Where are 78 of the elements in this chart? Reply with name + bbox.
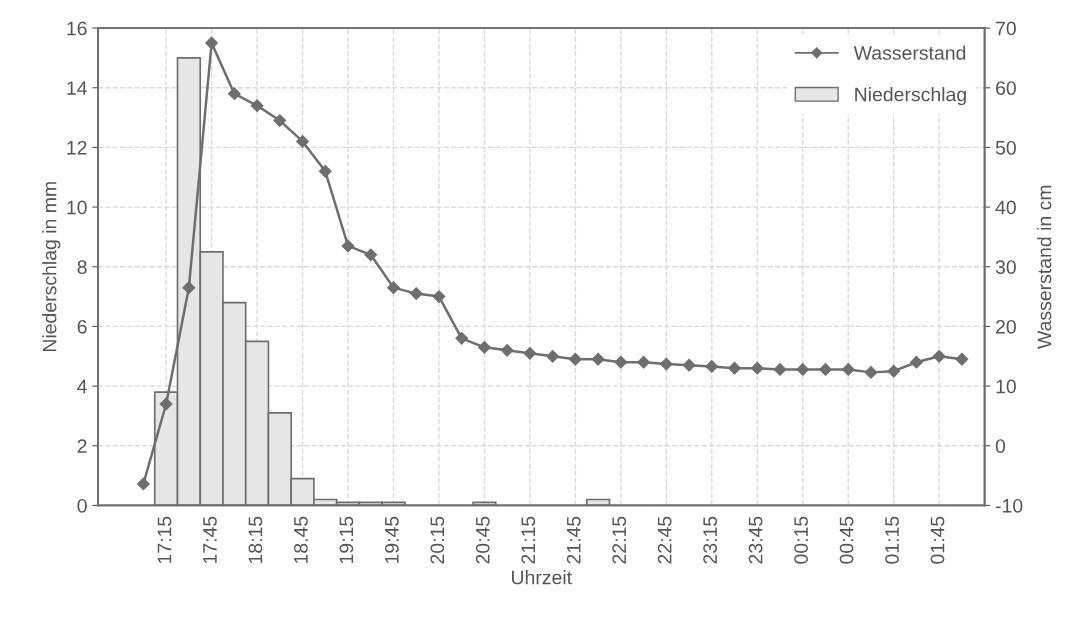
x-tick-label: 23:15 [703, 516, 718, 564]
x-tick-label: 17:15 [157, 516, 172, 564]
y2-tick-label: 50 [995, 140, 1016, 155]
point [750, 361, 764, 375]
x-tick-label: 22:45 [657, 516, 672, 564]
y2-tick-label: 10 [996, 379, 1016, 394]
point [455, 331, 469, 345]
y-tick-label: 16 [67, 21, 87, 36]
point [591, 352, 605, 366]
point [296, 135, 309, 148]
point [432, 290, 446, 304]
x-tick-label: 00:45 [839, 516, 854, 564]
point [227, 87, 241, 101]
point [659, 357, 673, 371]
point [409, 287, 423, 301]
legend-label: Niederschlag [855, 87, 966, 106]
y-tick-label: 14 [67, 81, 87, 95]
point [682, 358, 696, 372]
x-tick-label: 21:45 [566, 516, 581, 564]
point [364, 248, 378, 262]
y2-tick-label: 70 [996, 21, 1016, 36]
y-tick-label: 12 [67, 140, 87, 155]
point [728, 361, 741, 375]
point [796, 362, 810, 376]
x-tick-label: 01:15 [885, 516, 899, 564]
y-tick-label: 2 [77, 439, 87, 453]
y-tick-label: 6 [77, 319, 87, 334]
x-tick-label: 18.45 [294, 516, 308, 564]
point [773, 362, 787, 376]
point [932, 349, 946, 363]
x-tick-label: 00:15 [794, 516, 808, 564]
y-tick-label: 10 [67, 200, 87, 215]
x-tick-label: 01:45 [930, 516, 945, 564]
y-tick-label: 0 [77, 498, 87, 513]
point [273, 114, 287, 127]
point [182, 281, 196, 295]
point [159, 397, 173, 411]
x-tick-label: 22:15 [612, 516, 627, 564]
point [841, 362, 855, 376]
x-tick-label: 21:15 [521, 516, 536, 564]
y-axis-title: Niederschlag in mm [42, 182, 61, 352]
point [546, 349, 560, 363]
y2-tick-label: 0 [995, 439, 1006, 454]
point [910, 355, 923, 369]
x-axis-title: Uhrzeit [511, 570, 572, 585]
point [955, 352, 969, 366]
point [341, 239, 355, 253]
x-tick-label: 20:15 [430, 516, 445, 564]
y2-tick-label: 40 [995, 200, 1016, 215]
y2-tick-label: 20 [996, 319, 1016, 334]
x-tick-label: 19:15 [339, 516, 354, 564]
y-tick-label: 8 [77, 260, 87, 274]
y2-tick-label: 30 [995, 260, 1016, 274]
point [205, 36, 219, 50]
point [705, 360, 719, 373]
point [523, 346, 537, 360]
point [500, 343, 514, 357]
x-tick-label: 17:45 [203, 516, 217, 564]
point [318, 164, 332, 178]
y2-axis-title: Wasserstand in cm [1037, 185, 1052, 349]
point [864, 365, 878, 379]
y2-tick-label: -10 [995, 498, 1023, 513]
point [819, 362, 832, 376]
legend-label: Wasserstand [853, 45, 966, 60]
x-tick-label: 18:15 [248, 516, 263, 564]
x-tick-label: 20:45 [475, 516, 490, 564]
x-tick-label: 19:45 [384, 516, 399, 564]
point [478, 340, 491, 354]
point [250, 99, 264, 113]
point [637, 355, 651, 369]
point [614, 355, 628, 369]
point [387, 281, 400, 295]
y2-tick-label: 60 [996, 81, 1016, 95]
point [887, 364, 901, 378]
x-tick-label: 23:45 [748, 516, 763, 564]
point [136, 477, 150, 491]
y-tick-label: 4 [77, 379, 87, 394]
point [568, 352, 582, 366]
